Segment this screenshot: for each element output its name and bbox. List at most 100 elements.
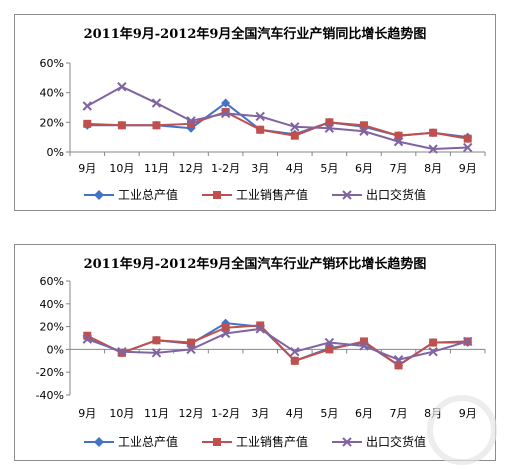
legend-item-industrial-output: 工业总产值: [83, 433, 178, 450]
data-point-x: [255, 111, 265, 122]
series-line: [86, 85, 468, 151]
data-point-x: [359, 341, 369, 351]
data-point-square: [256, 125, 265, 134]
y-tick-label: 0%: [47, 146, 64, 159]
x-tick-label: 7月: [390, 407, 408, 420]
data-point-x: [82, 101, 92, 111]
data-point-x: [290, 122, 300, 132]
x-tick-label: 5月: [320, 162, 338, 175]
x-tick-label: 10月: [109, 162, 134, 175]
data-point-square: [463, 134, 472, 143]
data-point-square: [394, 361, 403, 370]
x-tick-label: 3月: [251, 407, 269, 420]
y-tick-label: 60%: [40, 275, 64, 288]
data-point-square: [152, 121, 161, 130]
data-point-square: [83, 331, 92, 340]
x-tick-label: 6月: [355, 407, 373, 420]
y-tick-label: -40%: [36, 389, 64, 402]
legend-item-industrial-output: 工业总产值: [83, 186, 178, 203]
chart-panel-yoy: 2011年9月-2012年9月全国汽车行业产销同比增长趋势图 0% 20% 40% 6…: [14, 14, 496, 211]
chart-legend: 工业总产值 工业销售产值 出口交货值: [15, 433, 495, 450]
data-point-x: [290, 346, 300, 357]
legend-item-export-value: 出口交货值: [332, 433, 426, 450]
x-marker-icon: [332, 436, 362, 447]
data-point-square: [359, 121, 368, 130]
y-tick-label: 40%: [40, 298, 64, 311]
legend-item-export-value: 出口交货值: [332, 186, 426, 203]
data-point-square: [152, 336, 161, 345]
square-marker-icon: [201, 437, 232, 446]
data-point-square: [83, 119, 92, 128]
x-tick-label: 5月: [320, 407, 338, 420]
x-tick-label: 9月: [78, 407, 96, 420]
legend-label: 工业销售产值: [235, 435, 308, 449]
data-point-x: [186, 116, 196, 126]
legend-item-sales-output: 工业销售产值: [201, 433, 308, 450]
chart-panel-mom: 2011年9月-2012年9月全国汽车行业产销环比增长趋势图 -40% -20% 0…: [14, 244, 496, 461]
y-tick-label: 20%: [40, 116, 64, 129]
data-point-square: [117, 121, 126, 130]
data-point-x: [117, 346, 127, 357]
x-tick-label: 7月: [390, 162, 408, 175]
data-point-x: [428, 346, 438, 357]
x-tick-label: 4月: [286, 162, 304, 175]
x-tick-label: 12月: [179, 162, 204, 175]
data-point-square: [187, 119, 196, 128]
y-tick-label: 40%: [40, 87, 64, 100]
data-point-square: [429, 128, 438, 137]
data-point-x: [220, 108, 231, 119]
data-point-x: [393, 136, 404, 147]
data-point-square: [256, 321, 265, 330]
legend-label: 工业销售产值: [235, 188, 308, 202]
line-chart-mom: -40% -20% 0% 20% 40% 60% 9月 10月 11月 12月 1-2月 3月 4月 5月…: [36, 275, 486, 420]
legend-label: 工业总产值: [117, 435, 178, 449]
data-point-x: [220, 328, 231, 339]
square-marker-icon: [201, 190, 232, 199]
chart-title: 2011年9月-2012年9月全国汽车行业产销同比增长趋势图: [83, 27, 427, 42]
x-tick-label: 11月: [144, 162, 169, 175]
gear-watermark-icon: [427, 395, 497, 465]
data-point-x: [428, 144, 438, 154]
data-point-x: [393, 354, 404, 365]
series-line: [87, 110, 468, 140]
data-point-x: [151, 348, 162, 358]
data-point-x: [324, 123, 335, 133]
data-point-square: [187, 338, 196, 347]
x-tick-label: 10月: [109, 407, 134, 420]
chart-title: 2011年9月-2012年9月全国汽车行业产销环比增长趋势图: [83, 257, 427, 272]
data-point-x: [186, 344, 196, 355]
data-point-square: [325, 345, 334, 354]
data-point-square: [290, 356, 299, 365]
legend-label: 出口交货值: [366, 188, 427, 202]
data-point-square: [429, 338, 438, 347]
data-point-square: [221, 107, 230, 116]
data-point-square: [325, 118, 334, 127]
legend-item-sales-output: 工业销售产值: [201, 186, 308, 203]
legend-label: 工业总产值: [117, 188, 178, 202]
y-tick-label: 60%: [40, 57, 64, 70]
diamond-marker-icon: [83, 436, 114, 447]
x-tick-label: 12月: [179, 407, 204, 420]
series-line: [86, 324, 468, 367]
data-point-x: [359, 126, 369, 136]
x-tick-label: 6月: [355, 162, 373, 175]
x-tick-label: 4月: [286, 407, 304, 420]
line-chart-yoy: 0% 20% 40% 60% 9月 10月 11月 12月 1-2月 3月 4月 5月 6月 7月 8月 9月: [40, 57, 486, 175]
data-point-square: [394, 131, 403, 140]
chart-legend: 工业总产值 工业销售产值 出口交货值: [15, 186, 495, 203]
data-point-x: [82, 334, 92, 344]
x-tick-label: 8月: [424, 162, 442, 175]
data-point-x: [463, 336, 473, 347]
x-tick-label: 3月: [251, 162, 269, 175]
data-point-square: [290, 131, 299, 140]
legend-label: 出口交货值: [366, 435, 427, 449]
x-tick-label: 9月: [459, 162, 477, 175]
data-point-x: [151, 98, 162, 108]
x-tick-label: 1-2月: [211, 162, 240, 175]
data-point-x: [324, 337, 335, 348]
y-tick-label: 0%: [47, 343, 64, 356]
y-tick-label: 20%: [40, 321, 64, 334]
x-tick-label: 1-2月: [211, 407, 240, 420]
data-point-x: [463, 142, 473, 153]
data-point-x: [255, 324, 265, 334]
